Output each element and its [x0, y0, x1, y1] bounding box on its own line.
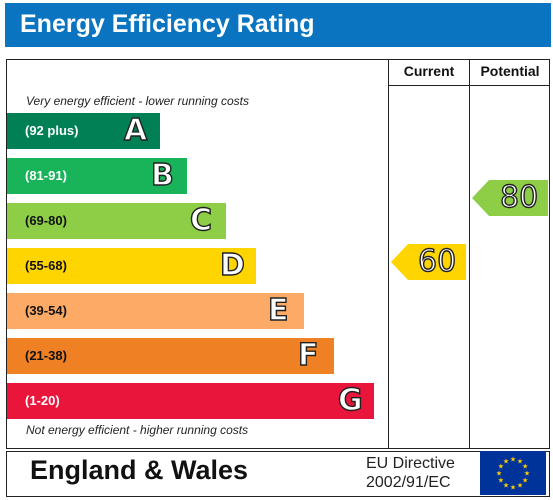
eu-star-icon: ★	[503, 482, 509, 490]
band-range-label: (39-54)	[25, 303, 67, 318]
band-letter: G	[337, 383, 363, 418]
rating-band-b: (81-91) B	[7, 158, 187, 194]
potential-rating-arrow: 80	[472, 180, 548, 216]
bottom-caption: Not energy efficient - higher running co…	[26, 423, 249, 437]
band-range-label: (69-80)	[25, 213, 67, 228]
rating-band-g: (1-20) G	[7, 383, 374, 419]
band-letter: B	[150, 158, 174, 193]
band-letter: C	[189, 203, 213, 238]
directive-line-1: EU Directive	[366, 455, 455, 472]
divider-potential	[469, 59, 470, 449]
eu-star-icon: ★	[510, 484, 516, 492]
footer-region: England & Wales	[30, 455, 249, 485]
eu-star-icon: ★	[522, 477, 528, 485]
divider-current	[388, 59, 389, 449]
current-rating-arrow: 60	[391, 244, 466, 280]
eu-star-icon: ★	[496, 470, 502, 478]
eu-star-icon: ★	[524, 470, 530, 478]
eu-star-icon: ★	[498, 477, 504, 485]
page-title: Energy Efficiency Rating	[20, 10, 315, 38]
eu-flag-icon: ★ ★★★★★★★★★★★	[480, 451, 546, 495]
eu-star-icon: ★	[510, 456, 516, 464]
eu-star-icon: ★	[503, 457, 509, 465]
current-arrow-shape	[391, 244, 466, 280]
potential-rating-value: 80	[499, 180, 539, 215]
band-letter: A	[123, 113, 148, 148]
band-letter: F	[297, 338, 319, 373]
eu-star-icon: ★	[522, 463, 528, 471]
eu-star-icon: ★	[498, 463, 504, 471]
band-range-label: (21-38)	[25, 348, 67, 363]
band-letter: E	[267, 293, 289, 328]
eu-star-icon: ★	[517, 457, 523, 465]
rating-band-d: (55-68) D	[7, 248, 256, 284]
band-range-label: (1-20)	[25, 393, 60, 408]
column-header-potential: Potential	[480, 63, 540, 79]
eu-star-icon: ★	[517, 482, 523, 490]
rating-frame	[6, 59, 550, 449]
current-rating-value: 60	[417, 244, 457, 279]
column-header-current: Current	[403, 63, 455, 79]
title-bar: Energy Efficiency Rating	[5, 3, 551, 47]
rating-band-f: (21-38) F	[7, 338, 334, 374]
rating-band-a: (92 plus) A	[7, 113, 160, 149]
rating-band-e: (39-54) E	[7, 293, 304, 329]
rating-band-c: (69-80) C	[7, 203, 226, 239]
band-range-label: (55-68)	[25, 258, 67, 273]
header-divider	[388, 85, 550, 86]
directive-line-2: 2002/91/EC	[366, 474, 451, 491]
band-range-label: (81-91)	[25, 168, 67, 183]
potential-arrow-shape	[472, 180, 548, 216]
top-caption: Very energy efficient - lower running co…	[26, 94, 249, 108]
band-letter: D	[219, 248, 245, 283]
footer-frame	[6, 451, 550, 497]
band-range-label: (92 plus)	[25, 123, 79, 138]
